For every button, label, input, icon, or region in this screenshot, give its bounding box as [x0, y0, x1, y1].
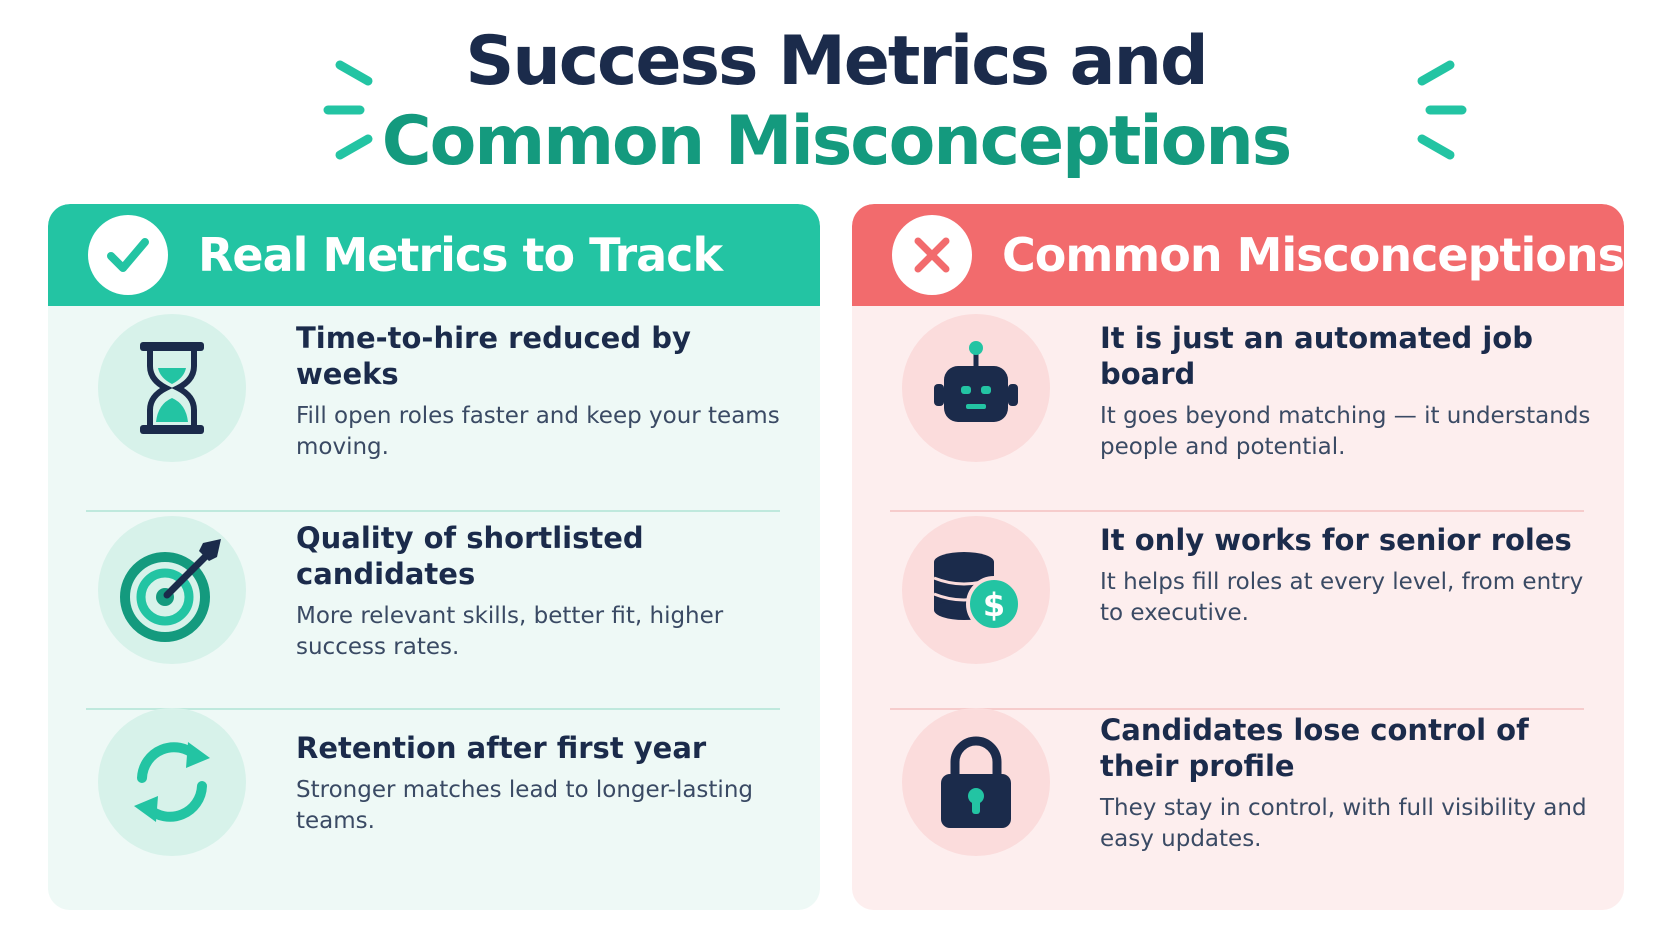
robot-icon — [902, 314, 1050, 462]
sparkle-right-icon — [1417, 60, 1467, 160]
metrics-panel-header: Real Metrics to Track — [48, 204, 820, 306]
x-icon — [892, 215, 972, 295]
padlock-icon — [902, 708, 1050, 856]
title-line-1: Success Metrics and — [465, 22, 1208, 101]
misconception-title: It only works for senior roles — [1100, 523, 1572, 557]
misconception-title: Candidates lose control of their profile — [1100, 713, 1529, 783]
divider — [86, 708, 780, 710]
svg-text:$: $ — [983, 586, 1005, 624]
refresh-icon — [98, 708, 246, 856]
hourglass-icon — [98, 314, 246, 462]
page-title: Success Metrics and Common Misconception… — [0, 22, 1672, 182]
misconception-description: It goes beyond matching — it understands… — [1100, 403, 1591, 460]
title-line-2: Common Misconceptions — [381, 102, 1293, 181]
metric-description: Fill open roles faster and keep your tea… — [296, 403, 780, 460]
metric-description: Stronger matches lead to longer-lasting … — [296, 777, 753, 834]
divider — [890, 708, 1584, 710]
misconceptions-panel-header: Common Misconceptions — [852, 204, 1624, 306]
metric-title: Time-to-hire reduced by weeks — [296, 321, 691, 391]
coins-dollar-icon: $ — [902, 516, 1050, 664]
target-icon — [98, 516, 246, 664]
misconceptions-panel-title: Common Misconceptions — [1002, 228, 1624, 282]
misconception-title: It is just an automated job board — [1100, 321, 1533, 391]
misconception-description: It helps fill roles at every level, from… — [1100, 569, 1584, 626]
metric-title: Retention after first year — [296, 731, 707, 765]
metric-title: Quality of shortlisted candidates — [296, 521, 644, 591]
metrics-panel-title: Real Metrics to Track — [198, 228, 723, 282]
divider — [890, 510, 1584, 512]
misconception-description: They stay in control, with full visibili… — [1100, 795, 1587, 852]
metrics-panel: Real Metrics to Track Time-to-hire reduc… — [48, 204, 820, 910]
metric-description: More relevant skills, better fit, higher… — [296, 603, 724, 660]
check-icon — [88, 215, 168, 295]
divider — [86, 510, 780, 512]
misconceptions-panel: Common Misconceptions It is just an auto… — [852, 204, 1624, 910]
sparkle-left-icon — [323, 60, 373, 160]
